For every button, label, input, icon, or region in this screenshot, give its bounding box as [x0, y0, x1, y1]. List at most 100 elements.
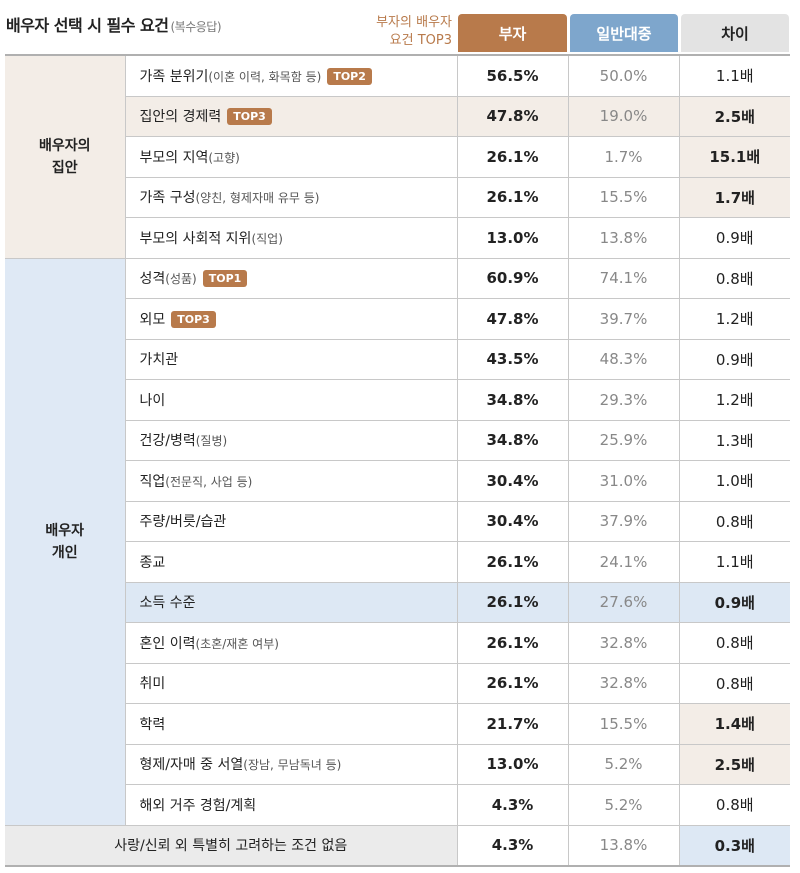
item-name: 나이 — [139, 392, 166, 409]
diff-value: 15.1배 — [678, 136, 790, 178]
item-label: 해외 거주 경험/계획 — [124, 784, 458, 826]
rich-value: 30.4% — [456, 460, 569, 502]
table-row: 직업(전문직, 사업 등) 30.4% 31.0% 1.0배 — [5, 460, 790, 502]
item-name: 직업 — [139, 473, 166, 490]
item-label: 집안의 경제력 TOP3 — [124, 95, 458, 137]
item-note: (직업) — [251, 231, 283, 246]
item-name: 가족 분위기 — [139, 68, 209, 85]
diff-value: 1.3배 — [678, 419, 790, 461]
public-value: 29.3% — [567, 379, 680, 421]
item-label: 가족 분위기(이혼 이력, 화목함 등) TOP2 — [124, 54, 458, 97]
public-value: 31.0% — [567, 460, 680, 502]
table-row: 가치관 43.5% 48.3% 0.9배 — [5, 338, 790, 380]
item-note: (초혼/재혼 여부) — [195, 636, 279, 651]
group-label: 배우자 개인 — [5, 257, 126, 826]
item-note: (이혼 이력, 화목함 등) — [208, 69, 322, 84]
table-row: 가족 구성(양친, 형제자매 유무 등) 26.1% 15.5% 1.7배 — [5, 176, 790, 218]
diff-value: 1.7배 — [678, 176, 790, 218]
public-value: 37.9% — [567, 500, 680, 542]
top3-label: 부자의 배우자 요건 TOP3 — [376, 15, 452, 48]
rich-value: 26.1% — [456, 662, 569, 704]
public-value: 32.8% — [567, 662, 680, 704]
item-name: 취미 — [139, 676, 166, 693]
rich-value: 26.1% — [456, 176, 569, 218]
table-row: 배우자의 집안 가족 분위기(이혼 이력, 화목함 등) TOP2 56.5% 50.0%… — [5, 54, 790, 259]
rich-value: 26.1% — [456, 136, 569, 178]
table-row: 집안의 경제력 TOP3 47.8% 19.0% 2.5배 — [5, 95, 790, 137]
rich-value: 26.1% — [456, 541, 569, 583]
diff-value: 0.9배 — [678, 338, 790, 380]
diff-value: 1.1배 — [678, 54, 790, 97]
item-label: 사랑/신뢰 외 특별히 고려하는 조건 없음 — [5, 824, 458, 867]
item-label: 학력 — [124, 703, 458, 745]
item-name: 건강/병력 — [139, 433, 196, 450]
rich-value: 4.3% — [456, 824, 569, 867]
top-badge: TOP2 — [327, 67, 372, 85]
item-name: 부모의 사회적 지위 — [139, 230, 252, 247]
public-value: 25.9% — [567, 419, 680, 461]
table-row: 외모 TOP3 47.8% 39.7% 1.2배 — [5, 298, 790, 340]
item-label: 부모의 지역(고향) — [124, 136, 458, 178]
rich-value: 47.8% — [456, 95, 569, 137]
diff-value: 0.8배 — [678, 662, 790, 704]
diff-value: 1.2배 — [678, 298, 790, 340]
rich-value: 43.5% — [456, 338, 569, 380]
public-value: 1.7% — [567, 136, 680, 178]
group-label: 배우자의 집안 — [5, 54, 126, 259]
item-name: 가족 구성 — [139, 190, 196, 207]
item-name: 외모 — [139, 311, 166, 328]
item-name: 형제/자매 중 서열 — [139, 757, 244, 774]
item-label: 외모 TOP3 — [124, 298, 458, 340]
table-row: 해외 거주 경험/계획 4.3% 5.2% 0.8배 — [5, 784, 790, 826]
table-row: 종교 26.1% 24.1% 1.1배 — [5, 541, 790, 583]
item-note: (장남, 무남독녀 등) — [243, 758, 342, 773]
public-value: 27.6% — [567, 581, 680, 623]
rich-value: 26.1% — [456, 622, 569, 664]
item-label: 건강/병력(질병) — [124, 419, 458, 461]
item-name: 집안의 경제력 — [139, 109, 222, 126]
top-badge: TOP3 — [171, 310, 216, 328]
public-value: 74.1% — [567, 257, 680, 299]
item-label: 취미 — [124, 662, 458, 704]
item-note: (고향) — [208, 150, 240, 165]
rich-value: 4.3% — [456, 784, 569, 826]
item-label: 직업(전문직, 사업 등) — [124, 460, 458, 502]
item-label: 소득 수준 — [124, 581, 458, 623]
public-value: 39.7% — [567, 298, 680, 340]
diff-value: 0.9배 — [678, 581, 790, 623]
rich-value: 56.5% — [456, 54, 569, 97]
item-label: 형제/자매 중 서열(장남, 무남독녀 등) — [124, 743, 458, 785]
item-label: 부모의 사회적 지위(직업) — [124, 217, 458, 259]
diff-value: 0.8배 — [678, 257, 790, 299]
public-value: 15.5% — [567, 176, 680, 218]
header-rich: 부자 — [458, 14, 567, 52]
item-name: 성격 — [139, 271, 166, 288]
item-note: (질병) — [195, 434, 228, 449]
public-value: 19.0% — [567, 95, 680, 137]
item-label: 성격(성품) TOP1 — [124, 257, 458, 299]
diff-value: 0.8배 — [678, 622, 790, 664]
item-label: 나이 — [124, 379, 458, 421]
public-value: 48.3% — [567, 338, 680, 380]
item-note: (전문직, 사업 등) — [165, 474, 253, 489]
public-value: 24.1% — [567, 541, 680, 583]
top-badge: TOP1 — [202, 270, 248, 288]
table-row: 배우자 개인 성격(성품) TOP1 60.9% 74.1% 0.8배 — [5, 257, 790, 826]
item-label: 가치관 — [124, 338, 458, 380]
rich-value: 13.0% — [456, 217, 569, 259]
public-value: 5.2% — [567, 784, 680, 826]
table-row: 소득 수준 26.1% 27.6% 0.9배 — [5, 581, 790, 623]
rich-value: 47.8% — [456, 298, 569, 340]
public-value: 50.0% — [567, 54, 680, 97]
table-row: 건강/병력(질병) 34.8% 25.9% 1.3배 — [5, 419, 790, 461]
item-label: 주량/버릇/습관 — [124, 500, 458, 542]
diff-value: 0.3배 — [678, 824, 790, 867]
diff-value: 0.9배 — [678, 217, 790, 259]
item-name: 가치관 — [139, 352, 179, 369]
table-row-none: 사랑/신뢰 외 특별히 고려하는 조건 없음 4.3% 13.8% 0.3배 — [5, 824, 790, 867]
rich-value: 21.7% — [456, 703, 569, 745]
rich-value: 26.1% — [456, 581, 569, 623]
item-name: 종교 — [139, 554, 166, 571]
diff-value: 0.8배 — [678, 500, 790, 542]
diff-value: 1.0배 — [678, 460, 790, 502]
